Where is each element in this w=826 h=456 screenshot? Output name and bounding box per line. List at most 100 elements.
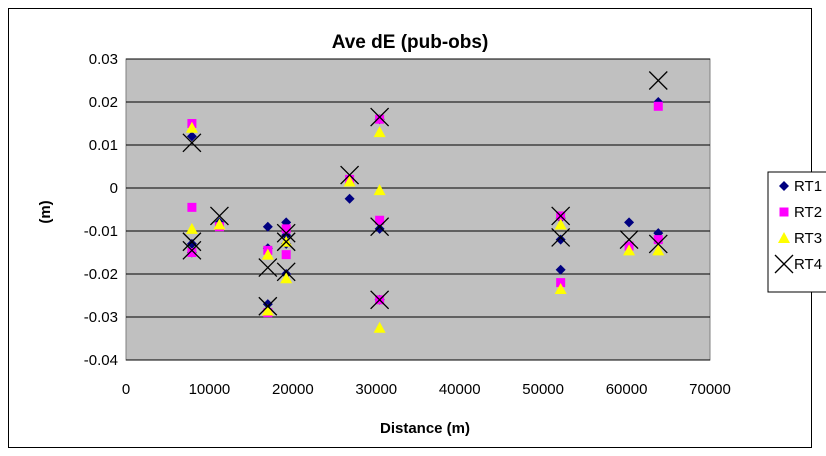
y-tick-label: -0.02 (84, 266, 118, 283)
x-stroke (340, 165, 360, 185)
x-stroke (619, 230, 639, 250)
point-rt2 (281, 224, 291, 234)
x-stroke (370, 217, 390, 237)
point-rt2 (653, 235, 663, 245)
x-tick-label: 0 (122, 381, 130, 398)
point-rt4 (370, 217, 390, 237)
x-axis-title: Distance (m) (380, 420, 470, 437)
point-rt4 (619, 230, 639, 250)
point-rt4 (648, 234, 668, 254)
chart-title: Ave dE (pub-obs) (332, 32, 489, 53)
point-rt1 (186, 238, 197, 249)
point-rt4 (276, 232, 296, 252)
x-stroke (276, 223, 296, 243)
point-rt1 (344, 193, 355, 204)
point-rt3 (261, 304, 274, 316)
point-rt4 (182, 240, 202, 260)
x-tick-label: 70000 (689, 381, 731, 398)
point-rt1 (262, 299, 273, 310)
point-rt2 (281, 250, 291, 260)
point-rt4 (648, 71, 668, 90)
point-rt3 (280, 272, 293, 284)
legend-label-rt1: RT1 (794, 178, 822, 195)
plot-background (125, 58, 711, 361)
point-rt2 (187, 248, 197, 257)
point-rt2 (556, 278, 566, 288)
y-tick-label: 0.01 (89, 137, 118, 154)
series-rt4 (182, 71, 668, 316)
x-stroke (182, 232, 202, 252)
x-stroke (648, 234, 668, 254)
x-tick-label: 50000 (522, 381, 564, 398)
point-rt1 (555, 264, 566, 275)
point-rt4 (340, 165, 360, 185)
point-rt3 (213, 218, 226, 230)
point-rt4 (551, 227, 571, 247)
point-rt3 (185, 121, 198, 133)
y-tick-label: -0.03 (84, 309, 118, 326)
point-rt4 (258, 296, 278, 316)
point-rt1 (262, 221, 273, 232)
series-rt3 (185, 121, 665, 333)
x-stroke (551, 206, 571, 226)
legend-box (767, 171, 826, 293)
point-rt4 (182, 133, 202, 153)
point-rt4 (370, 290, 390, 310)
x-stroke (648, 71, 668, 90)
point-rt3 (261, 248, 274, 260)
legend: RT1 RT2 RT3 RT4 (767, 171, 826, 293)
point-rt3 (343, 175, 356, 187)
point-rt1 (186, 131, 197, 142)
point-rt4 (276, 262, 296, 282)
point-rt3 (373, 126, 386, 138)
x-stroke (182, 133, 202, 153)
point-rt1 (555, 234, 566, 245)
x-tick-label: 40000 (439, 381, 481, 398)
y-tick-label: 0.03 (89, 51, 118, 68)
point-rt3 (652, 244, 665, 256)
point-rt1 (624, 217, 635, 228)
legend-marker-rt4 (774, 254, 794, 274)
point-rt2 (375, 215, 385, 225)
plot-area (125, 58, 711, 361)
point-rt4 (551, 206, 571, 226)
y-axis-ticks: 0.03 0.02 0.01 0 -0.01 -0.02 -0.03 -0.04 (84, 51, 118, 369)
x-tick-label: 10000 (189, 381, 231, 398)
x-axis-ticks: 0 10000 20000 30000 40000 50000 60000 70000 (122, 381, 731, 398)
y-tick-label: 0.02 (89, 94, 118, 111)
x-stroke (551, 227, 571, 247)
y-axis-title: (m) (37, 200, 54, 223)
point-rt2 (653, 101, 663, 111)
point-rt4 (209, 206, 229, 226)
point-rt4 (258, 258, 278, 278)
x-stroke (370, 107, 390, 127)
x-stroke (276, 262, 296, 282)
point-rt2 (187, 202, 197, 212)
x-stroke (209, 206, 229, 226)
point-rt1 (374, 223, 385, 234)
y-tick-label: 0 (110, 180, 118, 197)
x-stroke (370, 290, 390, 310)
point-rt3 (554, 283, 567, 295)
legend-marker-rt3 (778, 232, 790, 243)
x-stroke (276, 232, 296, 252)
legend-label-rt4: RT4 (794, 256, 822, 273)
x-stroke (182, 240, 202, 260)
point-rt3 (623, 244, 636, 256)
point-rt3 (554, 218, 567, 230)
point-rt4 (276, 223, 296, 243)
x-stroke (258, 258, 278, 278)
point-rt4 (370, 107, 390, 127)
x-tick-label: 20000 (272, 381, 314, 398)
x-stroke (258, 296, 278, 316)
y-tick-label: -0.04 (84, 352, 118, 369)
legend-label-rt3: RT3 (794, 230, 822, 247)
legend-marker-rt1 (779, 181, 789, 191)
x-tick-label: 60000 (606, 381, 648, 398)
legend-label-rt2: RT2 (794, 204, 822, 221)
y-tick-label: -0.01 (84, 223, 118, 240)
x-stroke (774, 254, 794, 274)
x-tick-label: 30000 (355, 381, 397, 398)
point-rt3 (373, 184, 386, 196)
